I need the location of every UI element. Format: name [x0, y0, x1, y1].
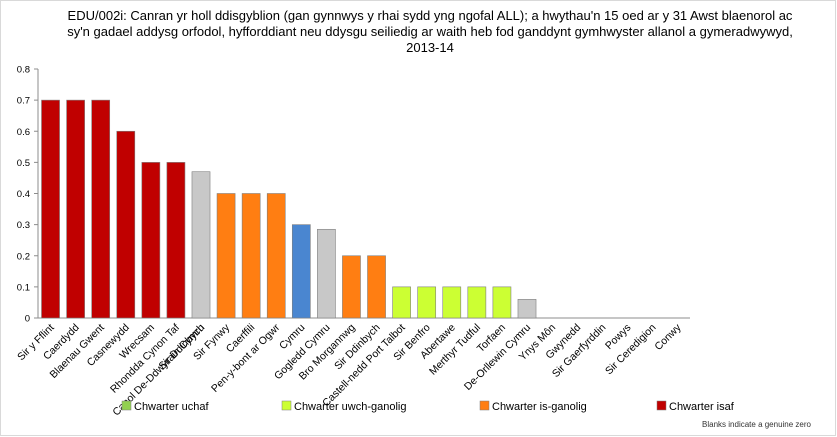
bar: [41, 99, 60, 319]
bar: [191, 171, 211, 319]
bar: [417, 286, 437, 319]
footnote: Blanks indicate a genuine zero: [702, 420, 811, 429]
bar: [492, 286, 512, 319]
legend: Chwarter uchaf Chwarter uwch-ganolig Chwar…: [121, 400, 735, 413]
legend-entry: Chwarter is-ganolig: [492, 401, 587, 413]
bar: [291, 224, 311, 319]
y-tick-label: 0: [25, 314, 30, 325]
bars: [41, 99, 537, 319]
legend-entry: Chwarter isaf: [669, 401, 735, 413]
bar: [141, 162, 161, 319]
y-tick-label: 0.8: [17, 65, 30, 76]
bar: [517, 299, 537, 319]
y-tick-label: 0.1: [17, 282, 30, 293]
legend-swatch: [121, 400, 132, 411]
bar: [66, 99, 85, 319]
bar: [216, 193, 236, 319]
y-tick-label: 0.4: [17, 189, 30, 200]
y-tick-label: 0.6: [17, 127, 30, 138]
chart-title: EDU/002i: Canran yr holl ddisgyblion (ga…: [67, 8, 793, 55]
legend-entry: Chwarter uchaf: [134, 401, 210, 413]
y-tick-label: 0.3: [17, 220, 30, 231]
y-tick-label: 0.7: [17, 96, 30, 107]
bar: [442, 286, 462, 319]
axes: [37, 69, 690, 319]
x-tick-label: Conwy: [652, 321, 684, 353]
bar: [367, 255, 386, 319]
bar: [342, 255, 361, 319]
legend-swatch: [656, 400, 667, 411]
bar: [241, 193, 261, 319]
legend-swatch: [281, 400, 292, 411]
bar: [392, 286, 411, 319]
y-tick-label: 0.5: [17, 158, 30, 169]
legend-swatch: [479, 400, 490, 411]
bar: [91, 99, 111, 319]
bar: [116, 130, 136, 319]
bar: [317, 228, 336, 319]
bar: [467, 286, 487, 319]
bar: [166, 162, 186, 319]
y-tick-label: 0.2: [17, 251, 30, 262]
y-axis-ticks: 0 0.1 0.2 0.3 0.4 0.5 0.6 0.7 0.8: [17, 65, 38, 325]
legend-entry: Chwarter uwch-ganolig: [294, 401, 407, 413]
bar: [266, 193, 286, 319]
